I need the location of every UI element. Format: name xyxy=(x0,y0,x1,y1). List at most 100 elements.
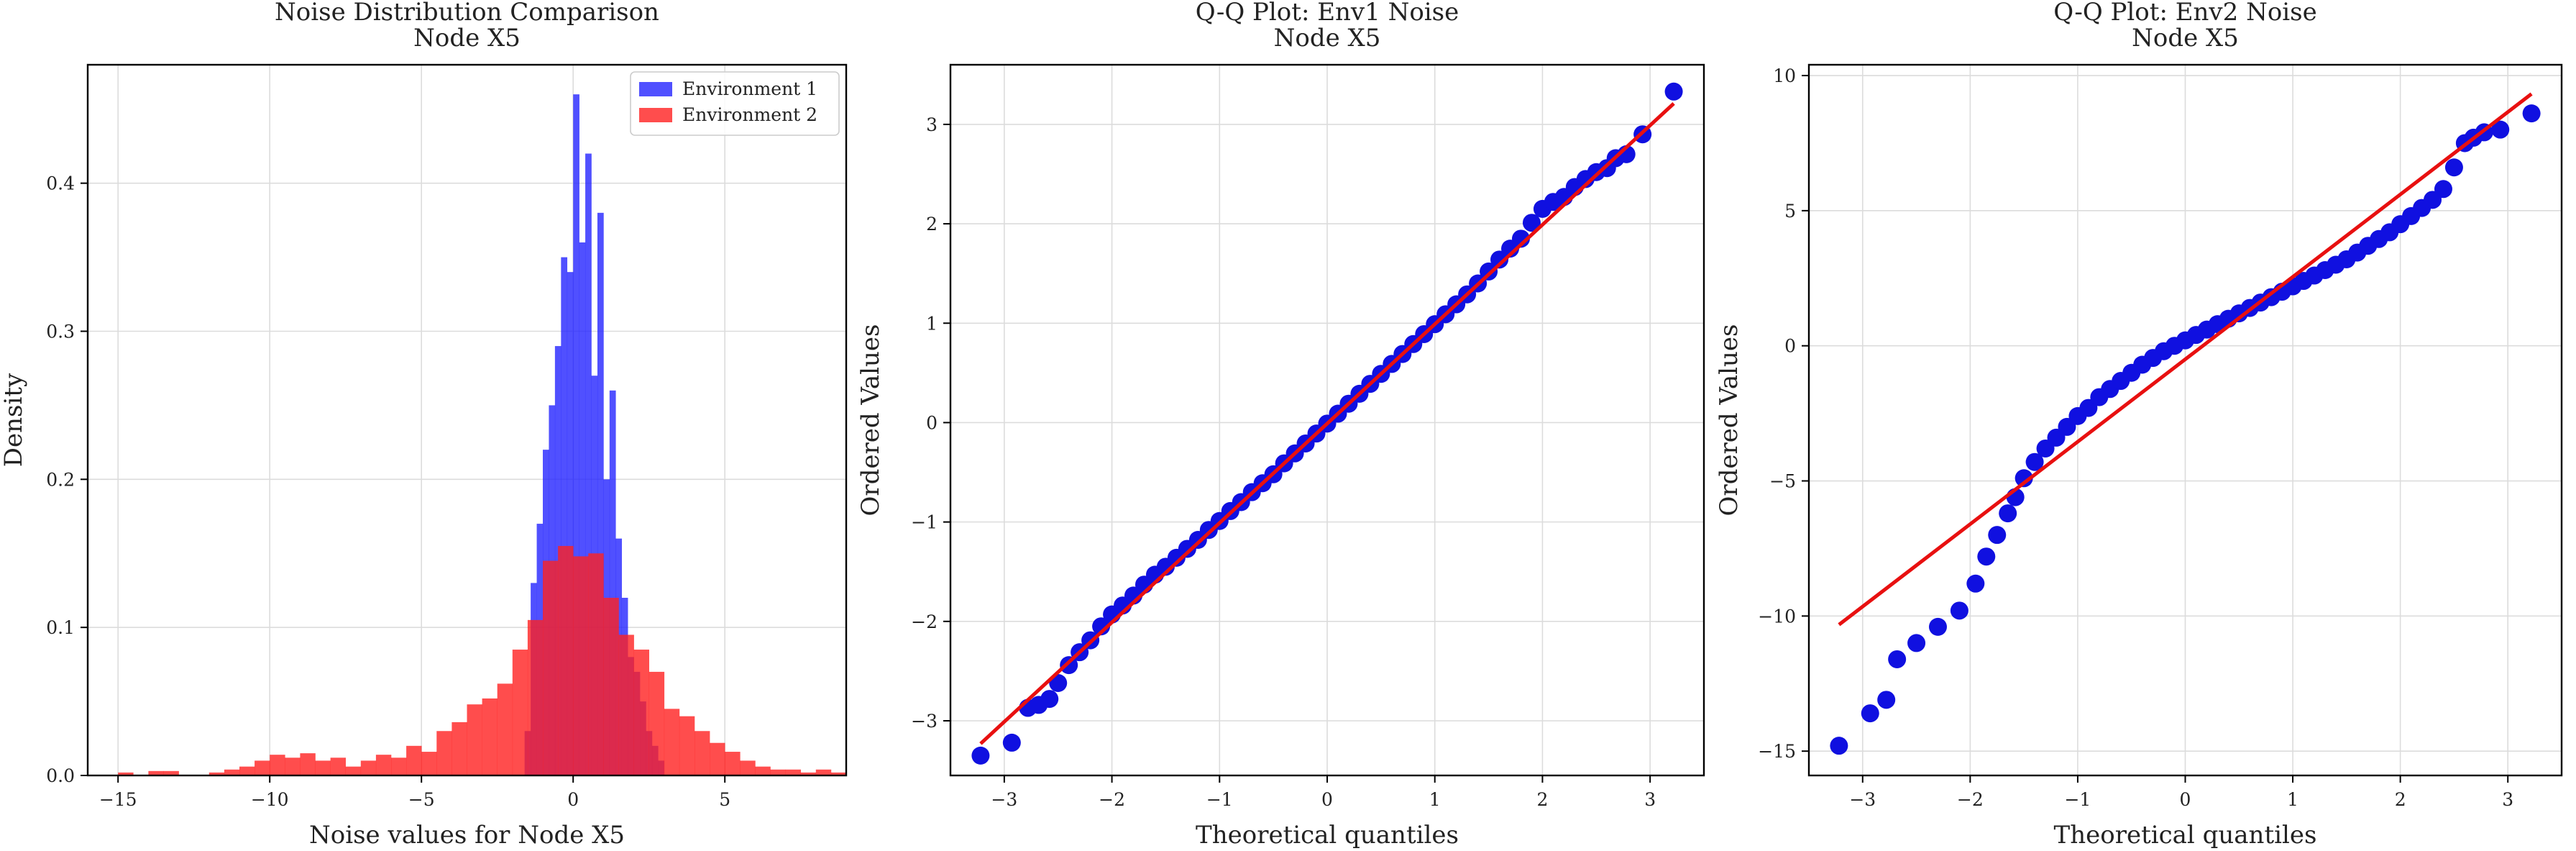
chart-panel-2: −3 −2 −1 0 1 2 3 −3 −2 −1 0 1 2 3 Q-Q Plot: Env1 Noise… xyxy=(856,0,1705,850)
plot-area xyxy=(1830,92,2541,755)
histogram-bar xyxy=(391,757,407,775)
qq-point xyxy=(1002,733,1021,752)
y-tick-label: −15 xyxy=(1758,741,1796,762)
qq-point xyxy=(1966,574,1985,593)
histogram-bar xyxy=(573,94,579,775)
fit-line xyxy=(1838,92,2533,627)
x-tick-label: 1 xyxy=(1429,789,1441,810)
histogram-bar xyxy=(285,757,301,775)
qq-point xyxy=(1511,229,1530,248)
histogram-bar xyxy=(755,766,771,775)
x-axis-label: Theoretical quantiles xyxy=(2054,821,2317,850)
y-tick-label: 0 xyxy=(926,412,938,433)
y-tick-label: 0.2 xyxy=(46,469,75,490)
x-tick-label: 2 xyxy=(2395,789,2406,810)
legend-box xyxy=(630,71,840,136)
histogram-bar xyxy=(648,671,665,775)
histogram-bar xyxy=(330,757,346,775)
histogram-bar xyxy=(527,619,544,775)
x-tick-label: −3 xyxy=(991,789,1017,810)
y-axis-label: Ordered Values xyxy=(1715,324,1743,516)
legend-entry: Environment 2 xyxy=(682,104,817,125)
histogram-bar xyxy=(360,760,377,775)
axes-frame xyxy=(86,63,848,777)
qq-point xyxy=(2491,120,2510,139)
qq-point xyxy=(1977,547,1996,566)
fit-line xyxy=(979,102,1675,745)
histogram-bar xyxy=(579,242,586,775)
qq-point xyxy=(2434,180,2452,199)
y-tick-label: 0.1 xyxy=(46,617,75,638)
histogram-bar xyxy=(567,272,574,775)
histogram-bar xyxy=(345,766,362,775)
histogram-bar xyxy=(467,704,482,775)
chart-title-line: Node X5 xyxy=(413,24,521,53)
histogram-bar xyxy=(609,390,616,775)
histogram-bar xyxy=(561,257,568,775)
x-tick-label: −2 xyxy=(1957,789,1984,810)
histogram-bar xyxy=(573,556,589,775)
qq-point xyxy=(1830,737,1848,755)
y-tick-label: −10 xyxy=(1758,606,1796,627)
histogram-bar xyxy=(695,731,710,775)
histogram-bar xyxy=(163,770,179,775)
histogram-bar xyxy=(452,722,467,775)
chart-title-line: Noise Distribution Comparison xyxy=(275,0,659,27)
x-tick-label: −15 xyxy=(99,789,137,810)
qq-point xyxy=(1861,704,1879,723)
histogram-bar xyxy=(300,753,316,775)
y-axis-label: Density xyxy=(0,373,28,467)
x-tick-label: −5 xyxy=(408,789,435,810)
y-tick-label: 1 xyxy=(926,313,938,334)
y-tick-label: 0.0 xyxy=(46,765,75,786)
legend: Environment 1 Environment 2 xyxy=(630,71,840,136)
plot-area xyxy=(118,94,846,775)
qq-point xyxy=(1060,656,1078,675)
qq-point xyxy=(1907,634,1926,652)
histogram-bar xyxy=(725,752,741,775)
x-axis-label: Noise values for Node X5 xyxy=(309,821,625,850)
histogram-bar xyxy=(815,769,832,775)
histogram-bar xyxy=(315,760,331,775)
histogram-bar xyxy=(597,212,604,775)
histogram-bar xyxy=(740,760,756,775)
x-tick-label: 1 xyxy=(2287,789,2298,810)
qq-point xyxy=(1999,504,2017,523)
x-tick-label: 3 xyxy=(2502,789,2513,810)
chart-title-line: Q-Q Plot: Env2 Noise xyxy=(2053,0,2316,27)
chart-title-line: Node X5 xyxy=(2132,24,2239,53)
histogram-bar xyxy=(239,766,255,775)
qq-point xyxy=(1988,526,2007,545)
plot-area xyxy=(971,82,1683,765)
qq-point xyxy=(1664,82,1683,101)
qq-point xyxy=(2014,469,2033,488)
y-tick-label: 0.4 xyxy=(46,173,75,194)
legend-swatch xyxy=(639,108,672,122)
histogram-bar xyxy=(710,742,725,775)
qq-points xyxy=(1830,104,2541,755)
legend-swatch xyxy=(639,82,672,96)
x-tick-label: −1 xyxy=(1206,789,1233,810)
y-axis-label: Ordered Values xyxy=(856,324,885,516)
histogram-bar xyxy=(406,745,422,775)
histogram-bar xyxy=(800,772,817,775)
series-2 xyxy=(118,545,846,775)
histogram-bar xyxy=(664,709,680,775)
y-tick-label: −3 xyxy=(911,711,938,732)
y-tick-label: 2 xyxy=(926,214,938,235)
chart-panel-1: −15 −10 −5 0 5 0.0 0.1 0.2 0.3 0.4 Noise Distribut… xyxy=(0,0,848,850)
x-tick-label: −2 xyxy=(1099,789,1125,810)
histogram-bar xyxy=(512,650,528,775)
chart-title-line: Q-Q Plot: Env1 Noise xyxy=(1196,0,1459,27)
qq-point xyxy=(1928,617,1947,636)
x-tick-label: −3 xyxy=(1849,789,1876,810)
x-tick-label: −10 xyxy=(251,789,289,810)
y-tick-label: −2 xyxy=(911,611,938,632)
qq-point xyxy=(1522,214,1541,232)
histogram-bar xyxy=(255,760,270,775)
x-axis-label: Theoretical quantiles xyxy=(1196,821,1459,850)
qq-point xyxy=(1040,690,1059,709)
histogram-bar xyxy=(588,553,604,775)
histogram-bar xyxy=(436,731,452,775)
